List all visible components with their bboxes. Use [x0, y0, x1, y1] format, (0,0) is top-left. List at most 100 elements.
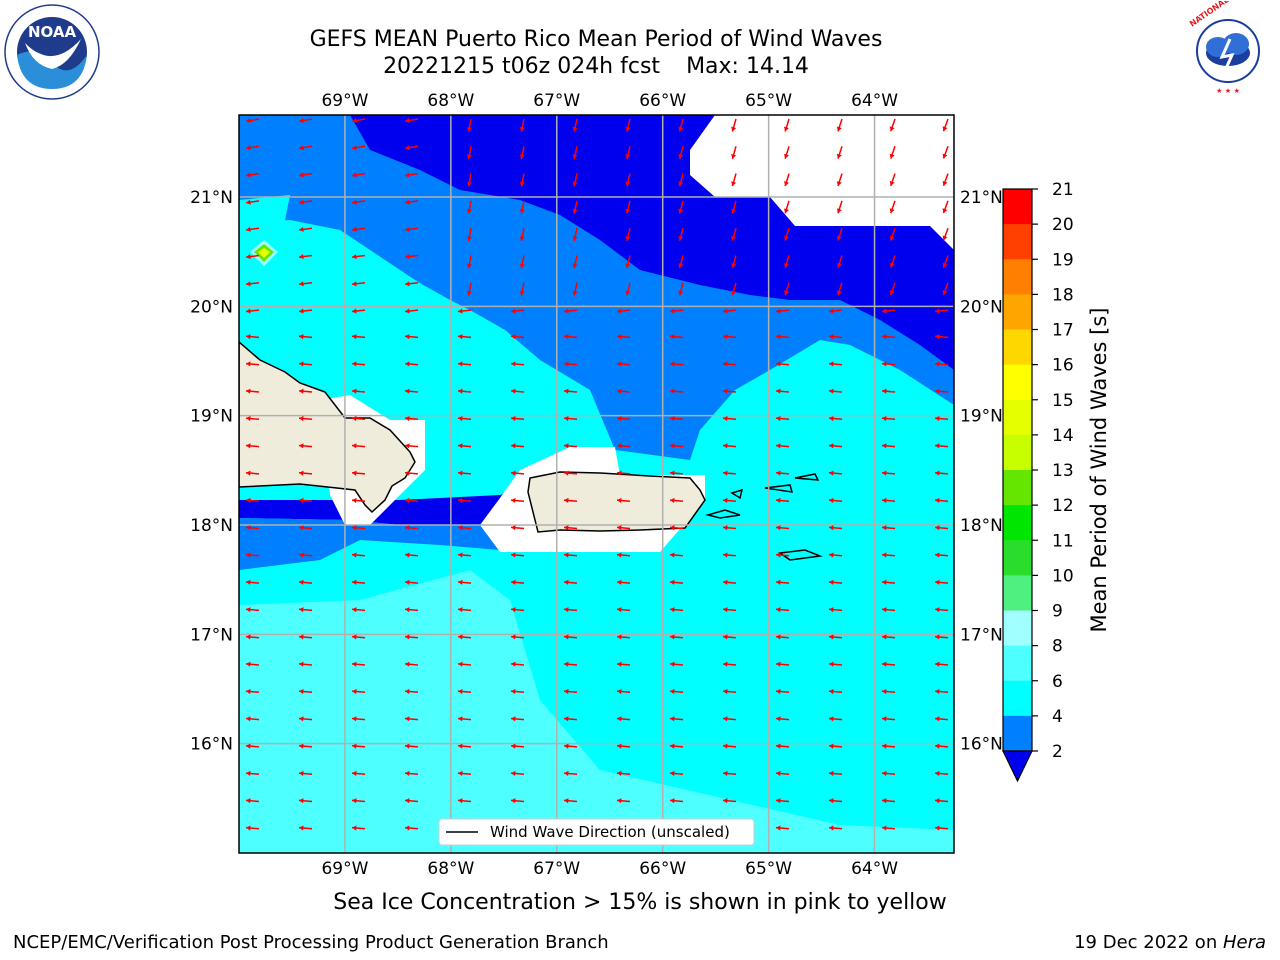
- wind-wave-arrow: [298, 308, 313, 314]
- lat-tick-label: 18°N: [960, 516, 1003, 536]
- wind-wave-arrow: [466, 118, 472, 132]
- wind-wave-arrow: [351, 579, 366, 585]
- footer-branch: NCEP/EMC/Verification Post Processing Pr…: [13, 932, 609, 953]
- wind-wave-arrow: [563, 716, 578, 722]
- wind-wave-arrow: [351, 716, 366, 722]
- wind-wave-arrow: [245, 334, 260, 340]
- wind-wave-arrow: [404, 415, 419, 422]
- colorbar-tick-label: 18: [1052, 285, 1074, 305]
- wind-wave-arrow: [722, 308, 737, 314]
- wind-wave-arrow: [934, 798, 949, 804]
- wind-wave-arrow: [572, 228, 578, 242]
- wave-period-fill-4-6-north: [239, 195, 560, 420]
- wind-wave-arrow: [934, 334, 949, 340]
- colorbar-segment: [1003, 434, 1032, 471]
- wind-wave-arrow: [351, 415, 366, 422]
- wind-wave-arrow: [351, 661, 366, 667]
- wind-wave-arrow: [245, 497, 260, 504]
- wind-wave-arrow: [351, 770, 366, 777]
- wind-wave-arrow: [669, 661, 684, 667]
- wind-wave-arrow: [881, 661, 896, 667]
- wind-wave-arrow: [678, 173, 684, 187]
- wind-wave-arrow: [934, 661, 949, 667]
- wave-period-fill-2-4-south: [239, 518, 500, 570]
- wind-wave-arrow: [457, 743, 472, 749]
- colorbar-tick-label: 16: [1052, 356, 1074, 376]
- wind-wave-arrow: [299, 172, 313, 178]
- wind-wave-arrow: [731, 173, 737, 187]
- wind-wave-arrow: [775, 552, 790, 558]
- wind-wave-arrow: [775, 634, 790, 640]
- wind-wave-arrow: [934, 361, 949, 367]
- wind-wave-arrow: [299, 117, 313, 124]
- wind-wave-arrow: [519, 255, 525, 269]
- max-value: Max: 14.14: [686, 54, 809, 79]
- wind-wave-arrow: [404, 525, 419, 531]
- lon-tick-label: 66°W: [639, 91, 686, 111]
- wind-wave-arrow: [722, 579, 737, 585]
- wind-wave-arrow: [775, 743, 790, 749]
- wind-wave-arrow: [405, 254, 419, 260]
- wind-wave-arrow: [828, 607, 843, 613]
- wind-wave-arrow: [616, 388, 631, 394]
- wind-wave-arrow: [836, 200, 843, 214]
- wind-wave-arrow: [828, 798, 843, 804]
- wind-wave-arrow: [616, 716, 631, 722]
- wind-wave-arrow: [563, 470, 578, 476]
- wind-wave-arrow: [245, 361, 260, 367]
- wind-wave-arrow: [828, 308, 843, 314]
- wind-wave-arrow: [246, 145, 260, 151]
- wind-wave-arrow: [828, 688, 843, 695]
- wind-wave-arrow: [298, 770, 313, 777]
- wind-wave-arrow: [775, 716, 790, 722]
- wind-wave-arrow: [299, 199, 313, 205]
- wind-wave-arrow: [510, 634, 525, 640]
- wind-wave-arrow: [519, 200, 525, 214]
- wind-wave-arrow: [519, 282, 525, 296]
- wind-wave-arrow: [616, 525, 631, 531]
- wind-wave-arrow: [298, 497, 313, 504]
- lat-tick-label: 16°N: [960, 735, 1003, 755]
- wind-wave-arrow: [616, 308, 631, 314]
- wind-wave-arrow: [466, 255, 472, 269]
- wind-wave-arrow: [457, 552, 472, 558]
- lon-tick-label: 69°W: [321, 91, 368, 111]
- wind-wave-arrow: [881, 308, 896, 314]
- wind-wave-arrow: [775, 497, 790, 504]
- wind-wave-arrow: [625, 118, 631, 132]
- wind-wave-arrow: [563, 443, 578, 449]
- colorbar-tick-label: 13: [1052, 461, 1074, 481]
- wind-wave-arrow: [519, 118, 525, 132]
- wind-wave-arrow: [245, 798, 260, 804]
- wind-wave-arrow: [889, 282, 896, 296]
- wind-wave-arrow: [245, 470, 260, 476]
- wind-wave-arrow: [510, 798, 525, 804]
- wind-wave-arrow: [510, 443, 525, 449]
- lat-tick-label: 18°N: [190, 516, 233, 536]
- wind-wave-arrow: [625, 255, 631, 269]
- wind-wave-arrow: [616, 661, 631, 667]
- wind-wave-arrow: [934, 415, 949, 422]
- lon-tick-label: 69°W: [321, 859, 368, 879]
- wind-wave-arrow: [563, 688, 578, 695]
- wind-wave-arrow: [563, 607, 578, 613]
- wind-wave-arrow: [298, 443, 313, 449]
- wind-wave-arrow: [404, 361, 419, 367]
- wind-wave-arrow: [722, 334, 737, 340]
- lon-tick-label: 65°W: [745, 859, 792, 879]
- wind-wave-arrow: [934, 688, 949, 695]
- wind-wave-arrow: [783, 282, 790, 296]
- wind-wave-arrow: [510, 743, 525, 749]
- wind-wave-arrow: [563, 798, 578, 804]
- wind-wave-arrow: [881, 470, 896, 476]
- wind-wave-arrow: [775, 443, 790, 449]
- wind-wave-arrow: [783, 255, 790, 269]
- wind-wave-arrow: [298, 634, 313, 640]
- wind-wave-arrow: [889, 255, 896, 269]
- wind-wave-arrow: [405, 172, 419, 178]
- wind-wave-arrow: [298, 743, 313, 749]
- wind-wave-arrow: [881, 579, 896, 585]
- wind-wave-arrow: [351, 798, 366, 804]
- colorbar-tick-label: 15: [1052, 391, 1074, 411]
